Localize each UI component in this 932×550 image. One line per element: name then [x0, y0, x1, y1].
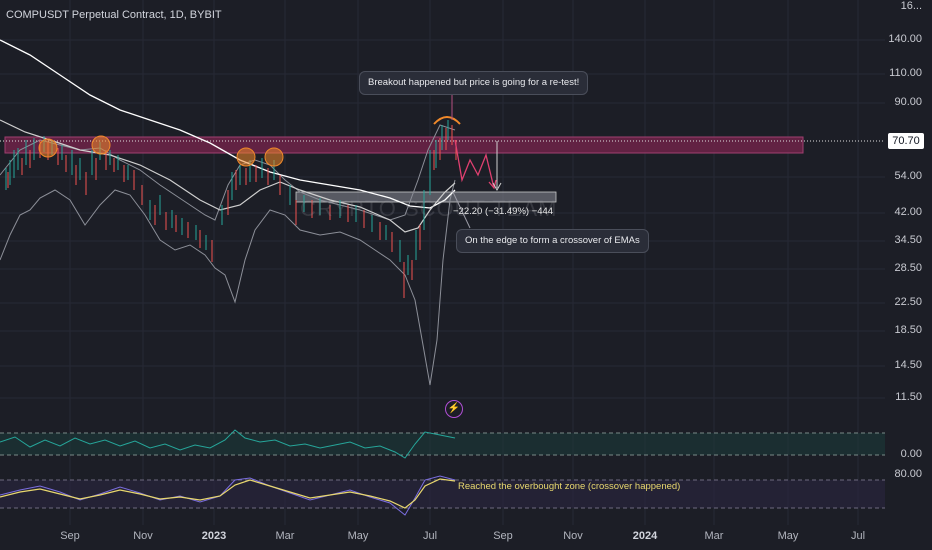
- price-tick: 54.00: [894, 170, 922, 182]
- crossover-callout[interactable]: On the edge to form a crossover of EMAs: [456, 229, 649, 253]
- watermark-text: CRYPTO SCOUT TEAM: [300, 196, 558, 221]
- price-tick: 14.50: [894, 359, 922, 371]
- oscillator-zone-1: [0, 433, 885, 455]
- price-tick: 34.50: [894, 234, 922, 246]
- time-tick: Jul: [850, 530, 866, 542]
- price-tick-partial: 16...: [900, 0, 922, 12]
- time-tick: Sep: [60, 530, 80, 542]
- price-tick: 11.50: [895, 391, 922, 403]
- oscillator-line-1: [0, 429, 456, 459]
- lightning-bolt-icon[interactable]: ⚡: [445, 400, 463, 418]
- oscillator-zone-2: [0, 480, 885, 508]
- volatility-band-lower: [0, 179, 456, 386]
- crossover-pointer: [451, 189, 471, 229]
- price-tick: 140.00: [888, 33, 922, 45]
- ema-fast: [0, 119, 456, 233]
- projection-arrowhead: [488, 179, 497, 190]
- time-tick: May: [347, 530, 369, 542]
- time-tick: Jul: [422, 530, 438, 542]
- chart-title: COMPUSDT Perpetual Contract, 1D, BYBIT: [6, 9, 222, 21]
- stoch-line-k: [0, 475, 456, 516]
- time-tick-year: 2023: [201, 530, 227, 542]
- measure-box[interactable]: [295, 191, 557, 203]
- price-tick: 90.00: [894, 96, 922, 108]
- time-tick: Nov: [563, 530, 583, 542]
- time-tick: Mar: [275, 530, 295, 542]
- time-tick: Mar: [704, 530, 724, 542]
- price-tick: 110.00: [889, 67, 922, 79]
- resistance-zone[interactable]: [4, 136, 804, 154]
- breakout-arc: [433, 116, 461, 125]
- projection-path: [454, 139, 495, 189]
- time-tick: Sep: [493, 530, 513, 542]
- measure-label: −22.20 (−31.49%) −444: [453, 206, 554, 217]
- breakout-callout[interactable]: Breakout happened but price is going for…: [359, 71, 589, 95]
- oscillator-tick: 0.00: [900, 448, 922, 460]
- stoch-line-d: [0, 478, 456, 509]
- overbought-label: Reached the overbought zone (crossover h…: [458, 481, 681, 492]
- candles: [5, 120, 457, 298]
- time-tick-year: 2024: [632, 530, 658, 542]
- ema-slow: [0, 39, 456, 209]
- highlight-circles: [38, 135, 284, 167]
- current-price-label[interactable]: 70.70: [888, 133, 924, 149]
- price-tick: 28.50: [894, 262, 922, 274]
- price-tick: 22.50: [894, 296, 922, 308]
- price-tick: 18.50: [894, 324, 922, 336]
- time-tick: May: [777, 530, 799, 542]
- oscillator-tick: 80.00: [894, 468, 922, 480]
- price-tick: 42.00: [894, 206, 922, 218]
- time-tick: Nov: [133, 530, 153, 542]
